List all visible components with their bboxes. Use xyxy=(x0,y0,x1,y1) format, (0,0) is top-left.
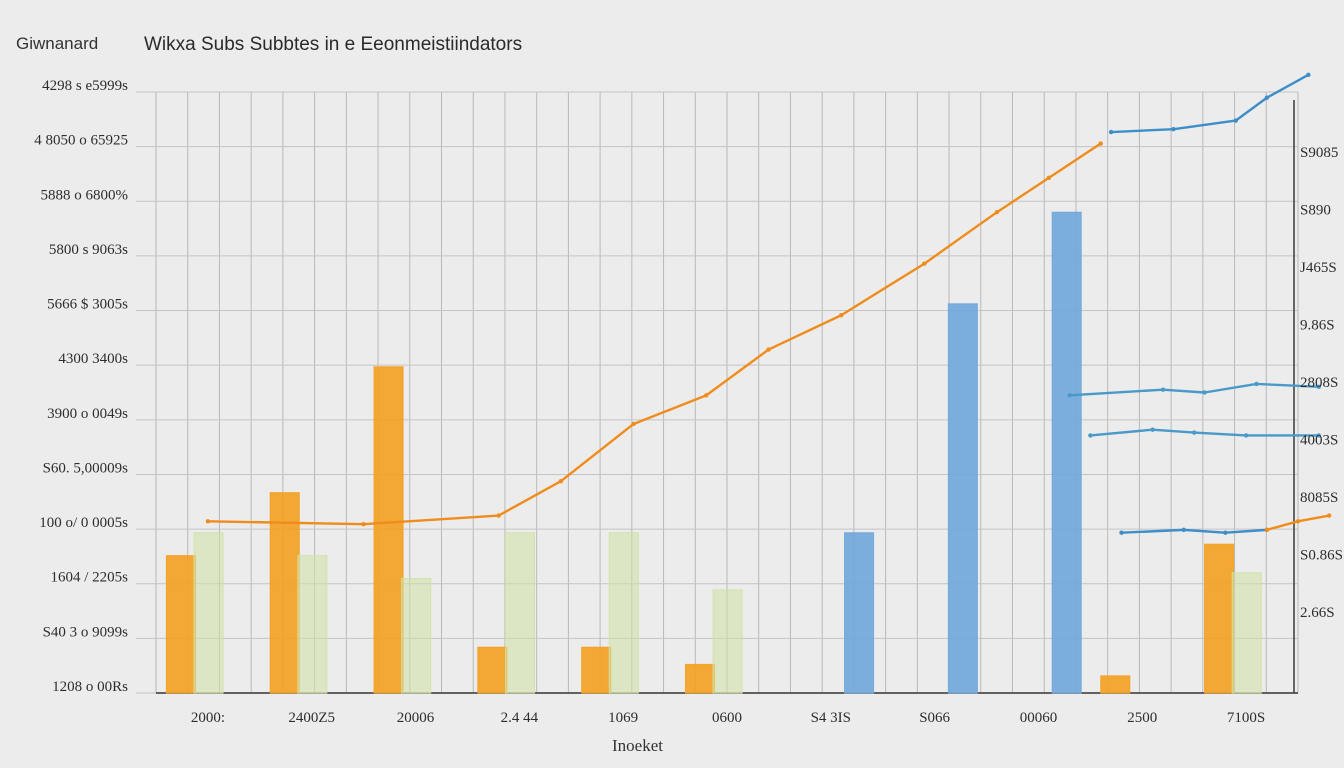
bar-series-1-10 xyxy=(1231,572,1262,694)
y-tick-left-label: 5888 o 6800% xyxy=(41,187,129,203)
bar-series-0-10 xyxy=(1204,543,1235,694)
y-tick-left-label: 1208 o 00Rs xyxy=(52,679,128,695)
x-tick-label: 2500 xyxy=(1127,710,1157,726)
line-point-1-2 xyxy=(1233,118,1238,123)
y-tick-left-label: 4 8050 o 65925 xyxy=(34,133,128,149)
line-series-4 xyxy=(1121,528,1267,534)
line-point-4-1 xyxy=(1181,527,1187,533)
line-point-0-3 xyxy=(558,479,564,484)
line-point-0-4 xyxy=(631,421,636,427)
line-point-0-11 xyxy=(1098,141,1103,146)
y-tick-right-label: S9085 xyxy=(1300,145,1338,161)
line-point-3-0 xyxy=(1088,433,1093,438)
line-point-0-5 xyxy=(704,393,709,398)
line-point-0-6 xyxy=(766,347,771,352)
y-tick-right-label: 2.66S xyxy=(1300,605,1335,621)
x-tick-label: S066 xyxy=(919,710,950,726)
bar-series-2-6 xyxy=(844,532,875,694)
bar-series-1-0 xyxy=(193,532,224,694)
bar-series-1-4 xyxy=(608,532,639,694)
chart-title-left: Giwnanard xyxy=(16,34,99,53)
y-tick-left-label: S40 3 o 9099s xyxy=(43,624,129,640)
line-point-5-1 xyxy=(1295,519,1301,524)
x-axis-label: Inoeket xyxy=(612,736,663,755)
bar-series-1-2 xyxy=(401,578,432,694)
y-tick-right-label: S0.86S xyxy=(1300,548,1343,564)
bar-series-0-0 xyxy=(165,555,196,694)
y-tick-right-label: 9.86S xyxy=(1300,318,1335,334)
bar-series-0-2 xyxy=(373,366,404,694)
y-tick-left-label: 5666 $ 3005s xyxy=(47,297,128,313)
line-point-0-8 xyxy=(922,261,927,266)
y-tick-right-label: 2808S xyxy=(1300,375,1338,391)
line-point-0-7 xyxy=(839,313,844,318)
x-tick-label: 2.4 44 xyxy=(501,710,539,726)
bar-series-2-8 xyxy=(1051,211,1082,694)
line-series-0 xyxy=(207,142,1102,526)
x-tick-label: 7100S xyxy=(1227,710,1265,726)
line-series-1 xyxy=(1111,73,1309,134)
bar-series-0-1 xyxy=(269,492,300,694)
line-point-3-4 xyxy=(1316,433,1321,438)
x-tick-label: 1069 xyxy=(608,710,638,726)
bar-series-0-5 xyxy=(684,663,716,694)
line-series-2 xyxy=(1069,382,1319,397)
bar-series-0-4 xyxy=(581,646,612,694)
line-point-3-1 xyxy=(1150,427,1155,432)
bar-series-2-7 xyxy=(947,303,978,694)
line-point-0-10 xyxy=(1046,175,1052,181)
y-tick-left-label: 100 o/ 0 0005s xyxy=(39,515,128,531)
y-tick-left-label: 4298 s e5999s xyxy=(42,78,128,94)
line-point-3-3 xyxy=(1243,433,1249,438)
line-point-2-2 xyxy=(1202,390,1207,395)
y-tick-left-label: 5800 s 9063s xyxy=(49,242,128,258)
y-tick-right-label: 4003S xyxy=(1300,433,1338,449)
x-tick-label: 00060 xyxy=(1020,710,1058,726)
line-point-1-0 xyxy=(1108,129,1114,135)
bar-series-1-1 xyxy=(297,555,328,694)
bar-series-0-9 xyxy=(1100,675,1131,694)
line-point-1-1 xyxy=(1171,127,1176,132)
x-tick-label: 0600 xyxy=(712,710,742,726)
line-point-3-2 xyxy=(1191,430,1197,435)
line-point-2-0 xyxy=(1067,393,1072,398)
y-tick-right-label: S890 xyxy=(1300,203,1331,219)
line-point-2-4 xyxy=(1316,384,1321,389)
y-tick-left-label: S60. 5,00009s xyxy=(43,460,129,476)
line-point-1-4 xyxy=(1306,72,1311,78)
bar-series-0-3 xyxy=(477,646,508,694)
x-tick-label: S4 3IS xyxy=(811,710,851,726)
x-tick-label: 20006 xyxy=(397,710,435,726)
line-point-2-1 xyxy=(1160,387,1166,392)
y-tick-left-label: 3900 o 0049s xyxy=(47,406,128,422)
y-tick-right-label: J465S xyxy=(1300,260,1337,276)
line-point-5-0 xyxy=(1264,527,1270,533)
y-tick-right-label: 8085S xyxy=(1300,490,1338,506)
line-point-0-2 xyxy=(496,513,501,518)
line-series-3 xyxy=(1090,428,1319,437)
line-point-4-2 xyxy=(1223,530,1228,535)
line-point-0-0 xyxy=(205,519,211,524)
line-point-0-1 xyxy=(361,521,366,527)
line-point-5-2 xyxy=(1326,513,1332,518)
chart-title: Wikxa Subs Subbtes in e Eeonmeistiindato… xyxy=(144,34,523,55)
y-tick-left-label: 4300 3400s xyxy=(58,351,128,367)
y-tick-left-label: 1604 / 2205s xyxy=(50,570,128,586)
line-point-0-9 xyxy=(994,210,1000,215)
line-point-1-3 xyxy=(1264,95,1270,100)
x-tick-label: 2000: xyxy=(191,710,225,726)
bar-series-1-3 xyxy=(504,532,536,694)
line-point-2-3 xyxy=(1254,381,1259,387)
bar-series-1-5 xyxy=(712,589,743,694)
line-point-4-0 xyxy=(1119,530,1124,535)
x-tick-label: 2400Z5 xyxy=(288,710,335,726)
